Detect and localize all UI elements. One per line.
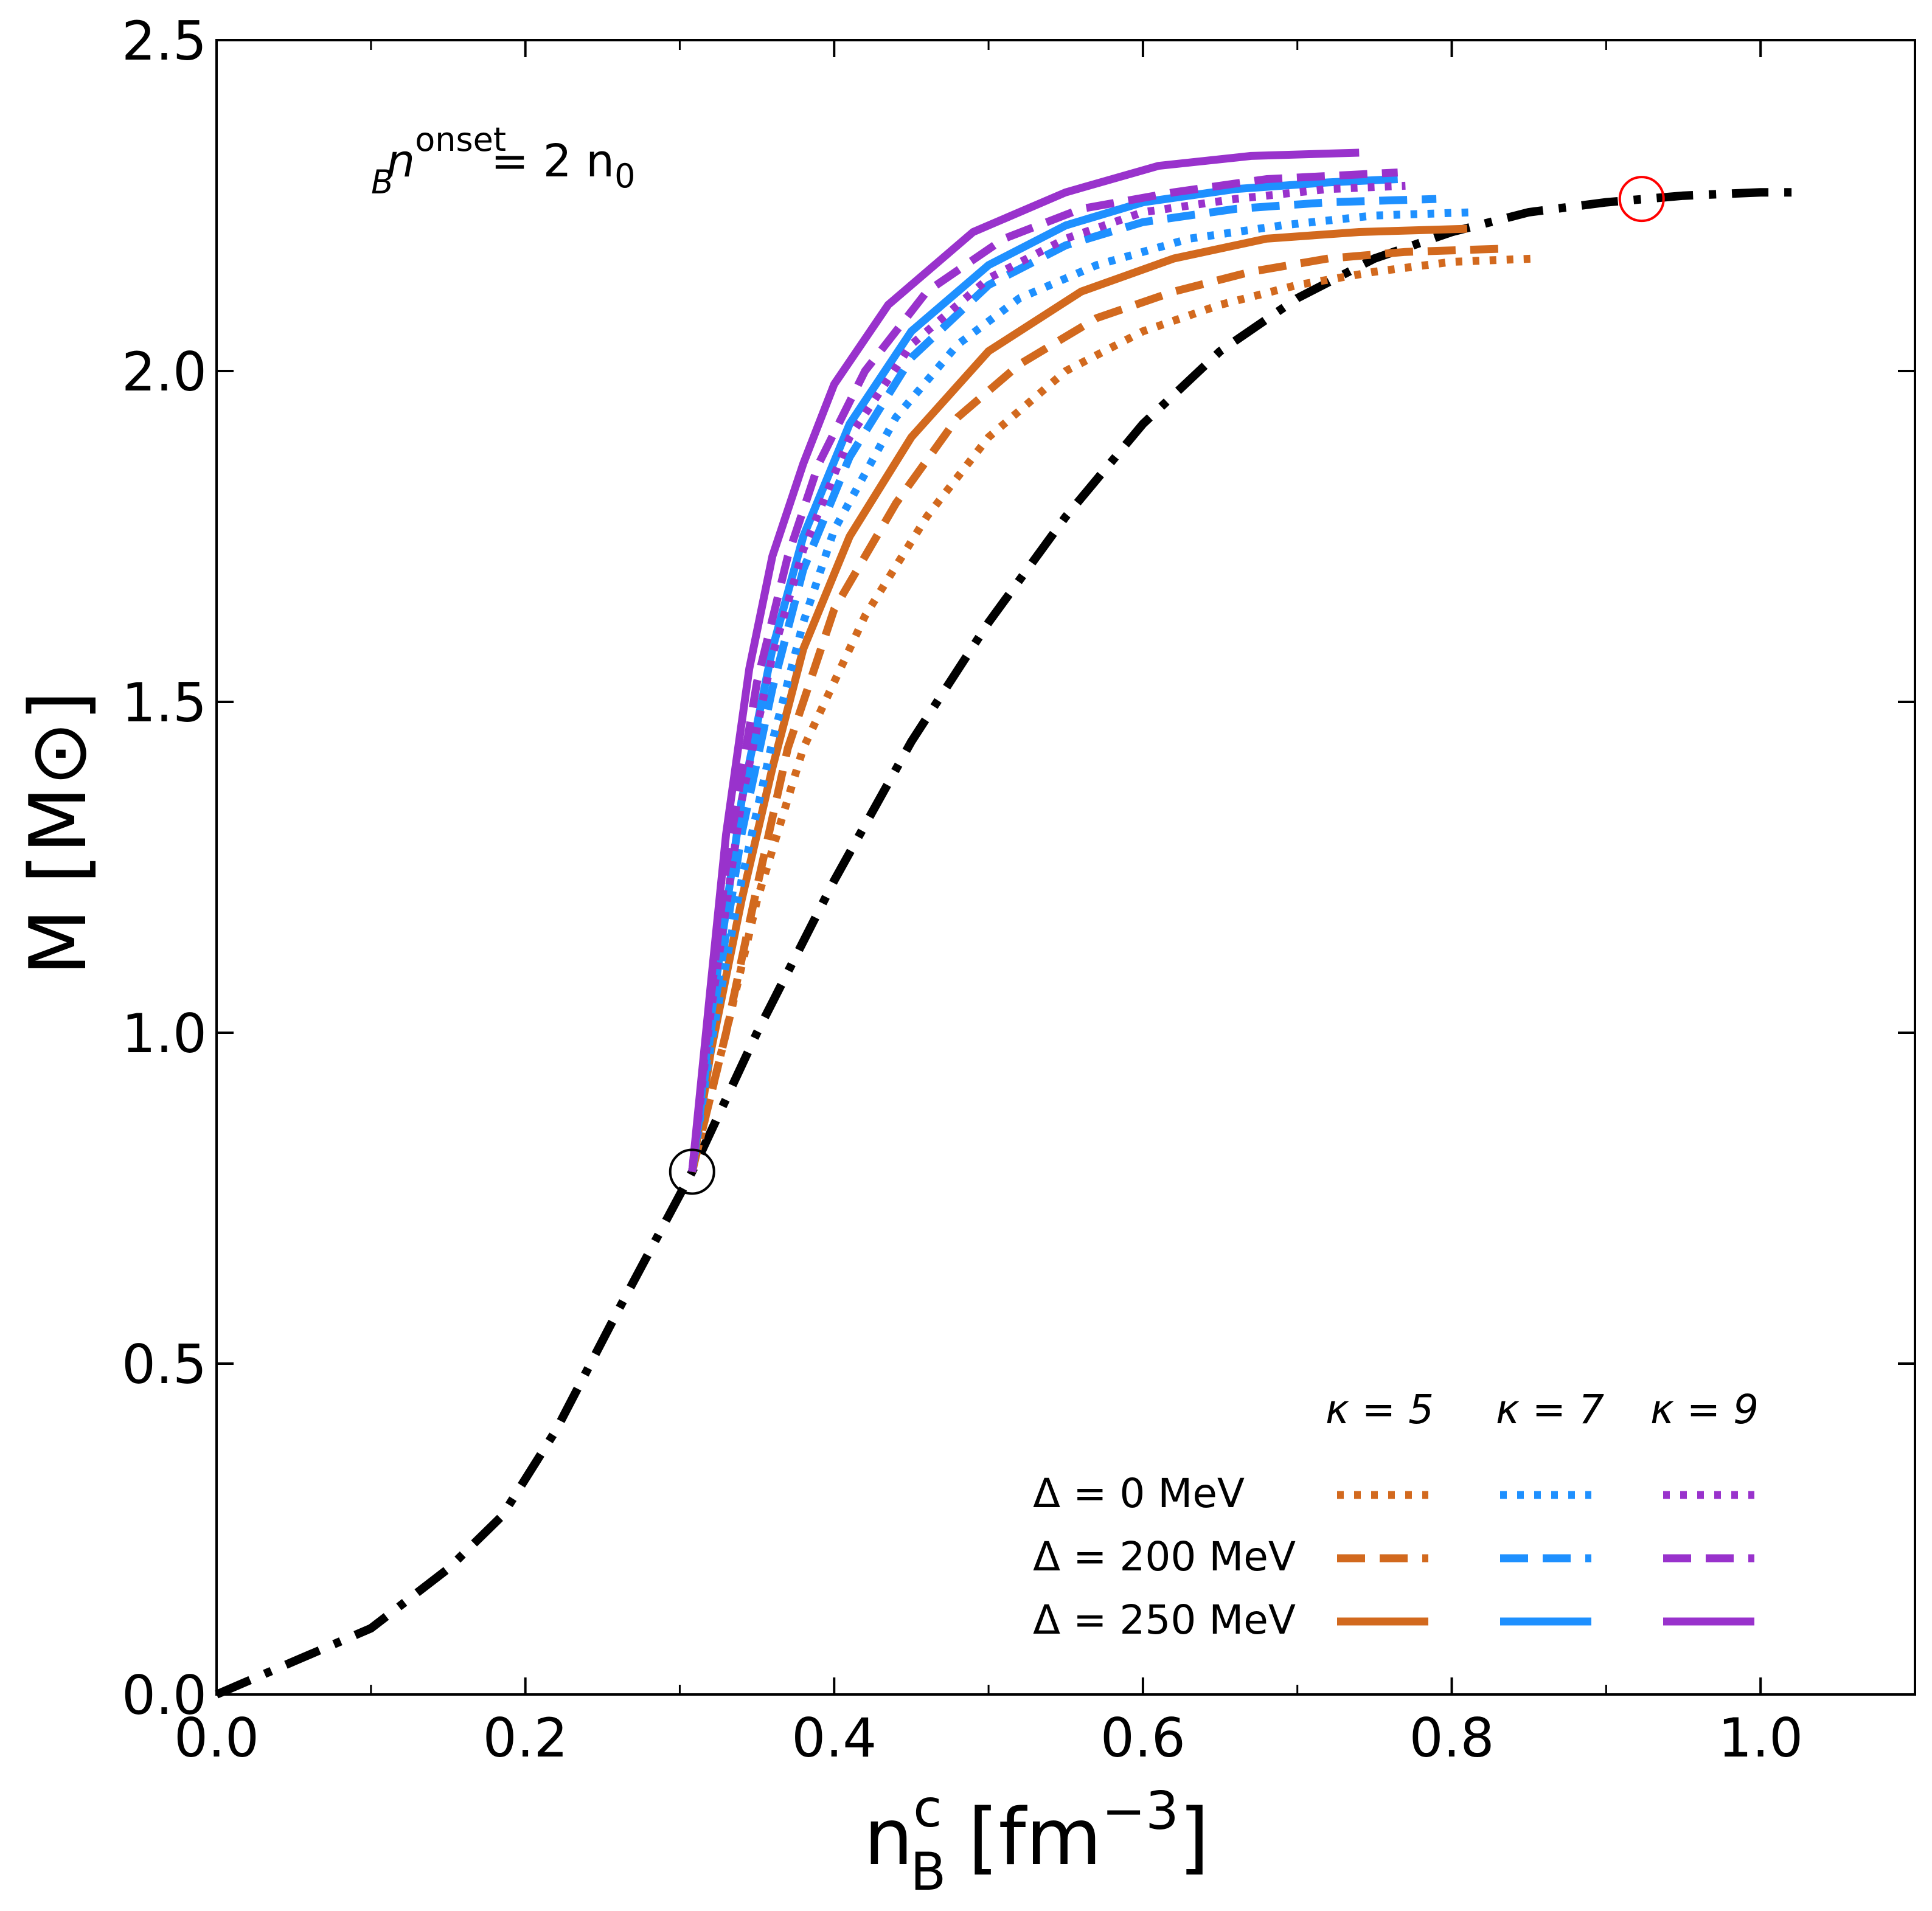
series-line-k7-d0 — [688, 208, 1475, 1173]
annotation-base: n — [386, 135, 415, 187]
x-tick-label: 0.4 — [791, 1707, 877, 1769]
y-tick-label: 1.0 — [122, 1002, 207, 1065]
y-tick-label: 0.5 — [122, 1333, 207, 1396]
series-line-k5-d200 — [688, 245, 1506, 1173]
legend: κ = 5 κ = 7 κ = 9 Δ = 0 MeV Δ = 200 MeV … — [1033, 1386, 1759, 1643]
x-axis-title-units: [fm — [968, 1792, 1102, 1883]
series-line-k9-d250 — [688, 148, 1360, 1173]
series-line-k5-d0 — [688, 254, 1537, 1173]
annotation-rest-sub: 0 — [614, 157, 635, 195]
legend-swatches — [1337, 1491, 1754, 1626]
marker-hadronic-maximum — [1618, 176, 1665, 223]
onset-annotation: nonset B = 2 n0 — [371, 120, 635, 201]
series-line-k7-d250 — [688, 175, 1399, 1173]
x-tick-label: 1.0 — [1718, 1707, 1803, 1769]
y-axis-title: M [M⊙] — [13, 691, 104, 976]
plot-frame — [215, 39, 1916, 1696]
legend-kappa-9: κ = 9 — [1650, 1386, 1759, 1433]
x-axis-title-sub: B — [910, 1842, 946, 1902]
x-tick-label: 0.2 — [483, 1707, 568, 1769]
x-tick-label: 0.8 — [1409, 1707, 1495, 1769]
x-tick-label: 0.6 — [1100, 1707, 1186, 1769]
y-tick-label: 2.0 — [122, 341, 207, 403]
annotation-sub: B — [371, 163, 394, 201]
y-tick-label: 0.0 — [122, 1664, 207, 1727]
annotation-sup: onset — [415, 120, 506, 159]
series-line-k9-d0 — [688, 181, 1406, 1173]
series-line-k5-d250 — [688, 224, 1468, 1173]
x-axis-title-sup: c — [913, 1778, 942, 1839]
y-tick-label: 2.5 — [122, 10, 207, 72]
x-axis-title-units-sup: −3 — [1102, 1781, 1179, 1842]
x-axis-title: nc B [fm−3] — [864, 1778, 1209, 1902]
series-line-k7-d200 — [688, 195, 1437, 1173]
annotation-rest: = 2 n — [491, 135, 614, 187]
legend-kappa-5: κ = 5 — [1326, 1386, 1434, 1433]
x-tick-label: 0.0 — [174, 1707, 259, 1769]
y-tick-label: 1.5 — [122, 671, 207, 734]
legend-delta-200: Δ = 200 MeV — [1033, 1533, 1296, 1580]
axis-ticks: 0.0 0.2 0.4 0.6 0.8 1.0 0.0 0.5 1.0 1.5 2.0 2.5 — [122, 10, 1916, 1769]
series-line-hadronic — [215, 188, 1807, 1699]
marker-onset — [669, 1148, 715, 1195]
legend-delta-250: Δ = 250 MeV — [1033, 1597, 1296, 1643]
x-axis-title-units-close: ] — [1179, 1792, 1209, 1883]
x-axis-title-main: n — [864, 1792, 913, 1883]
legend-kappa-7: κ = 7 — [1496, 1386, 1604, 1433]
plot-lines — [215, 148, 1807, 1699]
legend-delta-0: Δ = 0 MeV — [1033, 1470, 1245, 1517]
